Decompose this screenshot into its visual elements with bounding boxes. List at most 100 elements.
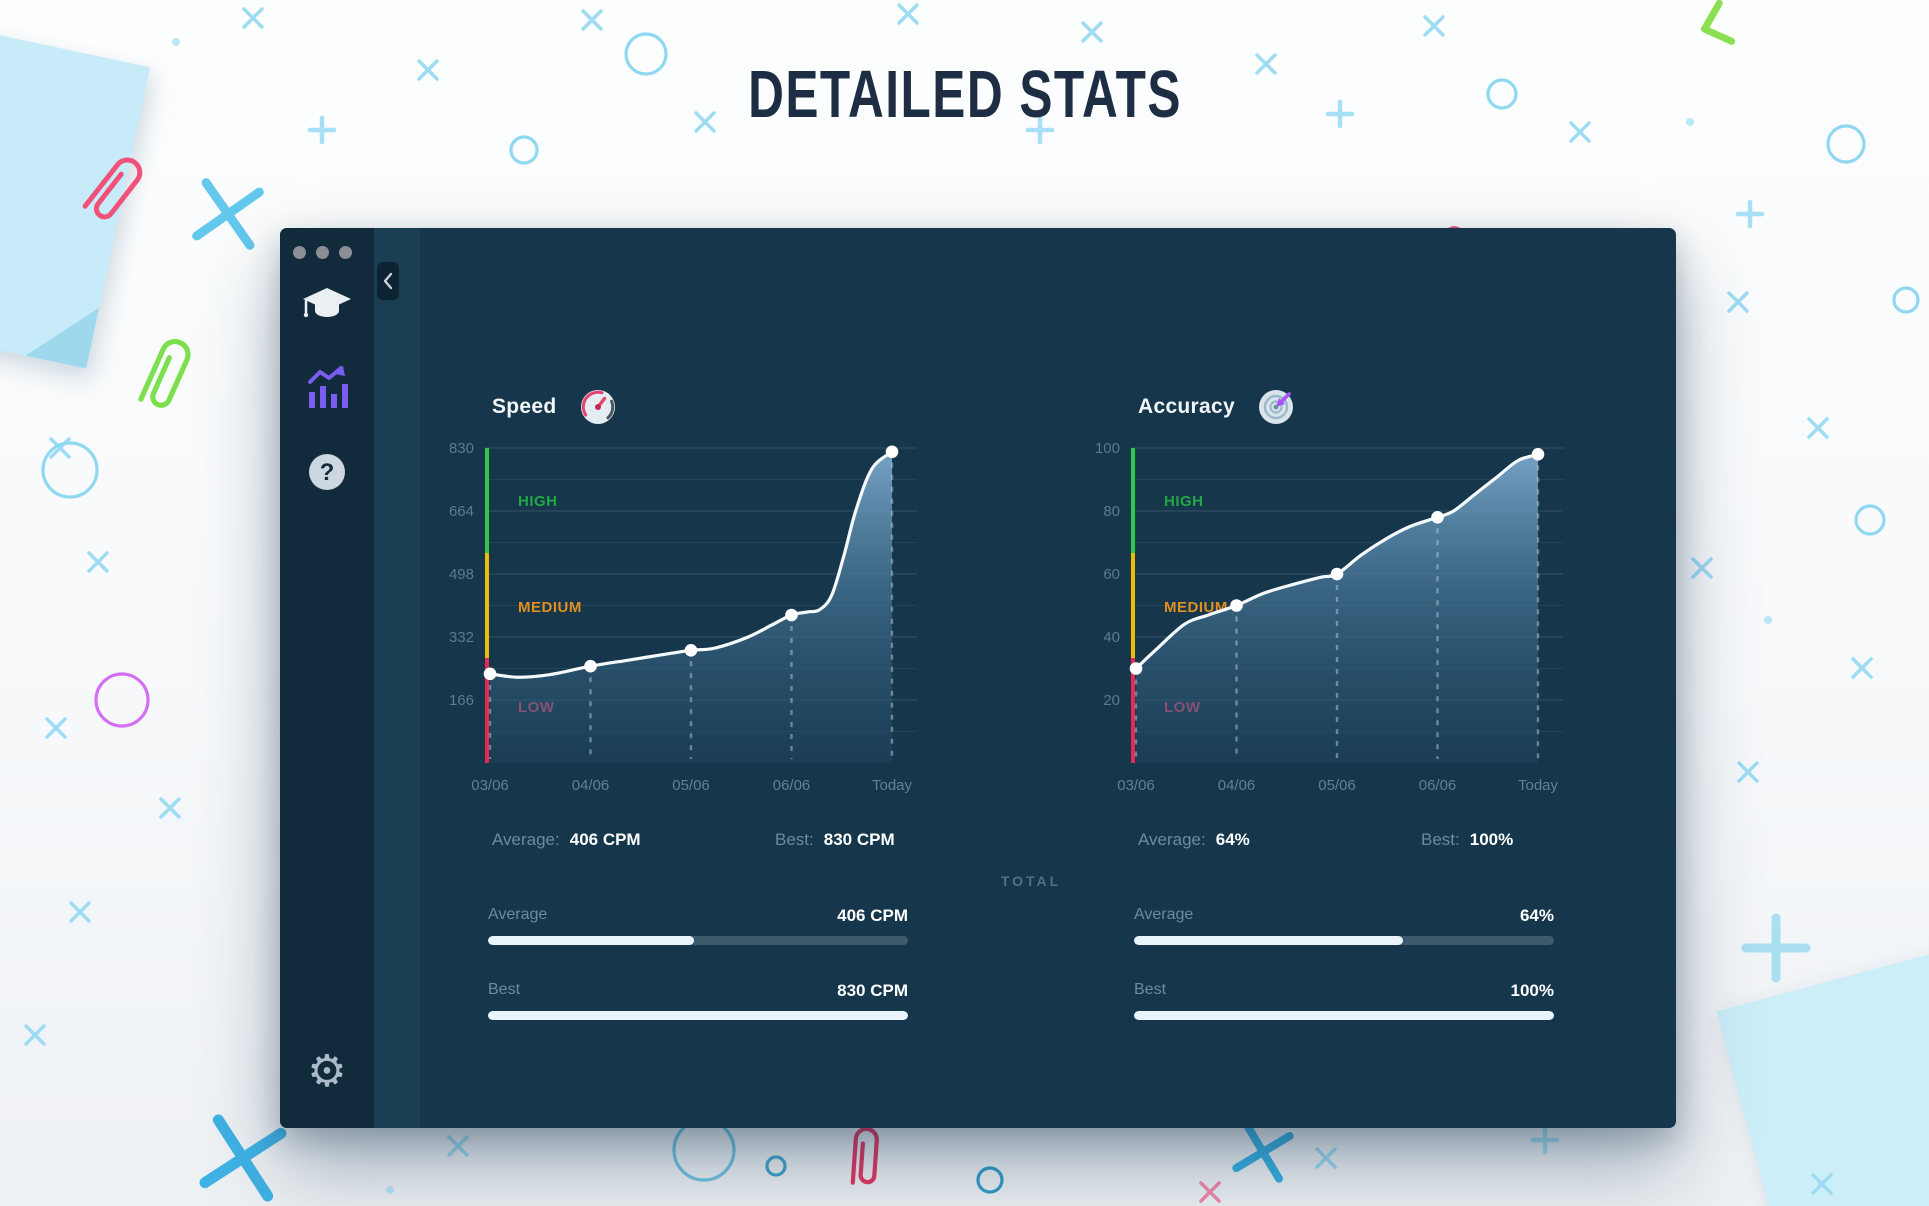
paperclip-decoration: [138, 338, 191, 408]
circle-decoration: [976, 1166, 1004, 1194]
circle-decoration: [765, 1155, 787, 1177]
total-section-label: TOTAL: [1000, 873, 1062, 889]
x-mark-decoration: [69, 901, 91, 923]
x-axis-label: 05/06: [1318, 777, 1356, 794]
total-average-bar-fill: [488, 936, 694, 945]
x-axis-label: Today: [871, 777, 913, 794]
svg-text:?: ?: [320, 459, 335, 486]
average-value: 406 CPM: [569, 830, 641, 849]
total-average-value: 64%: [1519, 906, 1554, 925]
y-tick-label: 332: [449, 629, 474, 646]
total-best-value: 100%: [1510, 981, 1554, 1000]
window-minimize-dot[interactable]: [316, 246, 329, 259]
best-label: Best:: [775, 830, 814, 849]
x-mark-decoration: [24, 1024, 46, 1046]
sidebar-collapse-button[interactable]: [377, 262, 399, 300]
average-label: Average:: [492, 830, 560, 849]
plus-decoration: [307, 115, 337, 145]
y-tick-label: 498: [449, 566, 474, 583]
average-label: Average:: [1138, 830, 1206, 849]
data-point: [1531, 448, 1545, 461]
zone-label: MEDIUM: [1164, 599, 1228, 616]
speed-x-axis: 03/06 04/06 05/06 06/06 Today: [430, 777, 920, 797]
total-average-row: Average 64%: [1134, 906, 1554, 925]
x-mark-decoration: [1811, 1173, 1833, 1195]
chevron-left-icon: [383, 272, 393, 290]
window-close-dot[interactable]: [293, 246, 306, 259]
best-label: Best:: [1421, 830, 1460, 849]
question-icon: ?: [309, 454, 345, 490]
sidebar-item-help[interactable]: ?: [280, 452, 374, 492]
x-mark-decoration: [1255, 53, 1277, 75]
speed-stats: Average: 406 CPM Best: 830 CPM: [492, 830, 912, 850]
best-value: 830 CPM: [823, 830, 895, 849]
y-tick-label: 40: [1103, 629, 1120, 646]
speed-chart: 166332498664830HIGHMEDIUMLOW: [449, 440, 917, 763]
average-value: 64%: [1215, 830, 1250, 849]
sidebar-item-statistics[interactable]: [280, 366, 374, 410]
x-axis-label: Today: [1517, 777, 1559, 794]
total-average-row: Average 406 CPM: [488, 906, 908, 925]
window-controls: [293, 246, 352, 259]
x-mark-decoration: [1569, 121, 1591, 143]
paperclip-decoration: [850, 1126, 879, 1185]
y-tick-label: 664: [449, 503, 474, 520]
x-mark-decoration: [1315, 1147, 1337, 1169]
page-title: DETAILED STATS: [747, 57, 1182, 132]
dot-decoration: [386, 1186, 394, 1194]
y-tick-label: 100: [1095, 440, 1120, 457]
circle-decoration: [672, 1118, 736, 1182]
paper-sheet-decoration: [0, 31, 151, 369]
total-average-bar: [488, 936, 908, 945]
data-point: [785, 608, 798, 622]
total-average-value: 406 CPM: [837, 906, 908, 925]
dot-decoration: [1764, 616, 1772, 624]
dot-decoration: [1104, 92, 1112, 100]
accuracy-x-axis: 03/06 04/06 05/06 06/06 Today: [1076, 777, 1566, 797]
sidebar-item-settings[interactable]: ⚙: [280, 1050, 374, 1094]
x-mark-decoration: [417, 59, 439, 81]
y-tick-label: 830: [449, 440, 474, 457]
speed-panel: Speed 166332498664830HIGHMEDIUMLOW 03/06…: [430, 388, 920, 1128]
circle-decoration: [1826, 124, 1866, 164]
window-zoom-dot[interactable]: [339, 246, 352, 259]
x-mark-decoration: [1081, 21, 1103, 43]
chevron-decoration: [1700, 0, 1736, 45]
data-point: [684, 643, 698, 657]
total-best-row: Best 100%: [1134, 981, 1554, 1000]
data-point: [885, 445, 899, 459]
circle-decoration: [1486, 78, 1518, 110]
x-mark-decoration: [1851, 657, 1873, 679]
accuracy-title: Accuracy: [1138, 395, 1235, 418]
circle-decoration: [41, 441, 99, 499]
speed-header: Speed: [492, 388, 617, 426]
big-x-decoration: [1232, 1121, 1294, 1183]
x-axis-label: 06/06: [1418, 777, 1457, 794]
x-mark-decoration: [447, 1135, 469, 1157]
y-tick-label: 80: [1103, 503, 1120, 520]
x-mark-decoration: [159, 797, 181, 819]
zone-label: HIGH: [1164, 493, 1204, 510]
zone-label: HIGH: [518, 493, 558, 510]
data-point: [1431, 511, 1444, 524]
sidebar-item-lessons[interactable]: [280, 286, 374, 322]
data-point: [1330, 567, 1344, 581]
total-best-bar-fill: [488, 1011, 908, 1020]
x-axis-label: 04/06: [1217, 777, 1256, 794]
data-point: [483, 667, 497, 681]
x-mark-decoration: [1737, 761, 1759, 783]
data-point: [584, 659, 597, 673]
big-x-decoration: [199, 1114, 287, 1202]
gear-icon: ⚙: [307, 1047, 347, 1096]
speed-title: Speed: [492, 395, 557, 418]
plus-decoration: [1530, 1125, 1560, 1155]
total-best-bar-fill: [1134, 1011, 1554, 1020]
graduation-cap-icon: [303, 288, 351, 318]
plus-decoration: [1741, 913, 1811, 983]
x-mark-decoration: [581, 9, 603, 31]
x-mark-decoration: [87, 551, 109, 573]
target-icon: [1258, 390, 1293, 424]
sidebar-edge-strip: [374, 228, 420, 1128]
accuracy-panel: Accuracy 20406080100HIGHMEDIUMLOW 03/060…: [1076, 388, 1566, 1128]
total-best-value: 830 CPM: [837, 981, 908, 1000]
